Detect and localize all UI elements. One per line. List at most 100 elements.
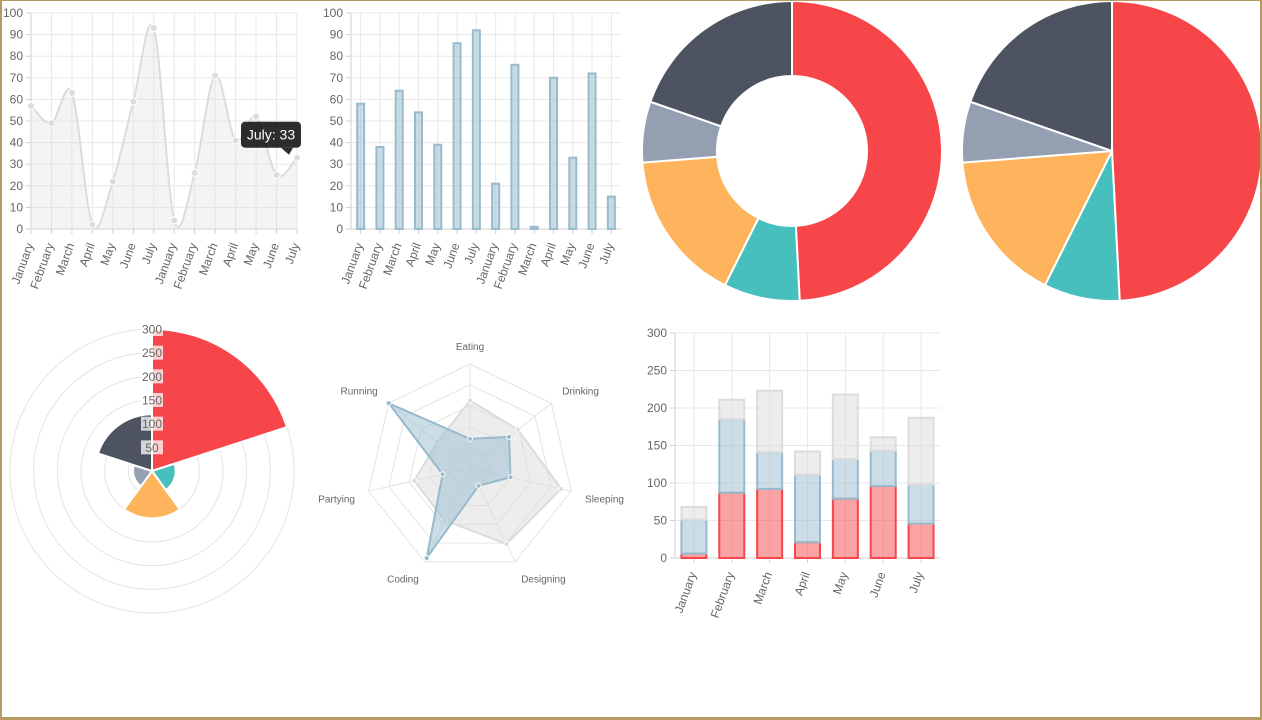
stacked-bar-red xyxy=(831,497,859,559)
x-tick-label: June xyxy=(575,241,597,271)
radar-axis-label: Partying xyxy=(318,494,355,505)
stacked-bar-red xyxy=(718,491,746,559)
x-tick-label: May xyxy=(241,241,262,267)
tooltip-caret xyxy=(281,147,293,155)
radar-axis-label: Drinking xyxy=(562,386,599,397)
polar-tick-backdrop xyxy=(141,345,163,360)
x-tick-label: April xyxy=(792,570,813,597)
x-tick-label: June xyxy=(260,241,282,271)
y-tick-label: 10 xyxy=(10,200,24,214)
pie-chart xyxy=(961,1,1260,302)
bar-chart: 0102030405060708090100JanuaryFebruaryMar… xyxy=(323,6,621,291)
y-tick-label: 70 xyxy=(330,71,344,85)
stacked-bar-blue xyxy=(756,451,784,490)
stacked-bar-grey xyxy=(869,436,897,452)
y-tick-label: 250 xyxy=(647,364,667,378)
bar xyxy=(587,72,597,231)
doughnut-chart xyxy=(641,1,943,302)
y-tick-label: 10 xyxy=(330,200,344,214)
radar-point xyxy=(467,435,473,442)
x-tick-label: May xyxy=(830,570,851,596)
polar-tick-label: 100 xyxy=(142,417,162,431)
stacked-bar-blue xyxy=(831,458,859,500)
doughnut-segment xyxy=(649,1,793,128)
y-tick-label: 300 xyxy=(647,326,667,340)
pie-slice xyxy=(969,1,1113,153)
polar-segment xyxy=(122,469,182,520)
y-tick-label: 200 xyxy=(647,401,667,415)
y-tick-label: 100 xyxy=(647,476,667,490)
tooltip-text: July: 33 xyxy=(247,127,295,143)
x-tick-label: June xyxy=(440,241,462,271)
radar-axis-label: Running xyxy=(340,386,377,397)
y-tick-label: 80 xyxy=(330,49,344,63)
radar-point xyxy=(514,426,521,433)
doughnut-segment xyxy=(791,1,943,302)
x-tick-label: July xyxy=(906,570,926,595)
y-tick-label: 0 xyxy=(336,222,343,236)
radar-point xyxy=(475,482,482,489)
stacked-bar-grey xyxy=(718,398,746,421)
x-tick-label: July xyxy=(461,241,481,266)
bar xyxy=(491,182,501,230)
stacked-bar-red xyxy=(869,485,897,559)
x-tick-label: May xyxy=(97,241,118,267)
x-tick-label: July xyxy=(282,241,302,266)
polar-tick-label: 250 xyxy=(142,346,162,360)
bar xyxy=(356,102,366,230)
stacked-bar-grey xyxy=(756,389,784,454)
x-tick-label: April xyxy=(220,241,241,268)
line-point xyxy=(211,71,220,80)
tooltip-box xyxy=(241,121,301,148)
polar-tick-label: 150 xyxy=(142,394,162,408)
stacked-bar-grey xyxy=(680,506,708,521)
radar-point xyxy=(507,474,514,481)
y-tick-label: 100 xyxy=(323,6,343,20)
stacked-bar-blue xyxy=(718,418,746,494)
line-point xyxy=(293,153,301,162)
radar-series-blue xyxy=(385,400,512,559)
radar-chart: Eating Drinking Sleeping Designing Coding Par… xyxy=(318,342,624,585)
x-tick-label: January xyxy=(672,570,700,615)
polar-tick-backdrop xyxy=(141,416,163,431)
y-tick-label: 60 xyxy=(10,92,24,106)
radar-grid-ring xyxy=(368,363,572,563)
y-tick-label: 0 xyxy=(16,222,23,236)
radar-axis-label: Sleeping xyxy=(585,494,624,505)
y-tick-label: 50 xyxy=(10,114,24,128)
y-tick-label: 50 xyxy=(330,114,344,128)
y-tick-label: 20 xyxy=(330,179,344,193)
bar xyxy=(529,225,539,230)
polar-tick-label: 50 xyxy=(145,441,159,455)
stacked-bar-red xyxy=(794,541,821,559)
doughnut-segment xyxy=(641,155,760,287)
line-point xyxy=(252,112,261,121)
bar xyxy=(606,195,616,231)
line-point xyxy=(108,177,117,186)
radar-axis-label: Coding xyxy=(387,574,419,585)
line-point xyxy=(88,220,97,229)
y-tick-label: 0 xyxy=(660,551,667,565)
bar xyxy=(433,143,443,230)
polar-tick-label: 200 xyxy=(142,370,162,384)
stacked-bar-grey xyxy=(831,393,859,460)
x-tick-label: March xyxy=(751,570,776,606)
y-tick-label: 20 xyxy=(10,179,24,193)
x-tick-label: April xyxy=(403,241,424,268)
x-tick-label: July xyxy=(596,241,616,266)
polar-tick-backdrop xyxy=(141,393,163,407)
y-tick-label: 50 xyxy=(654,514,668,528)
y-tick-label: 80 xyxy=(10,49,24,63)
line-point xyxy=(272,171,281,179)
y-tick-label: 40 xyxy=(10,136,24,150)
x-tick-label: April xyxy=(538,241,559,268)
y-tick-label: 100 xyxy=(3,6,23,20)
y-tick-label: 40 xyxy=(330,136,344,150)
bar xyxy=(394,89,404,231)
stacked-bar-chart: 0 50 100 150 200 250 300 January February March Ap… xyxy=(647,326,940,620)
polar-segment xyxy=(151,327,289,473)
tooltip: July: 33 xyxy=(241,121,301,155)
polar-tick-backdrop xyxy=(141,440,163,455)
polar-segment xyxy=(96,413,153,473)
y-tick-label: 30 xyxy=(10,157,24,171)
